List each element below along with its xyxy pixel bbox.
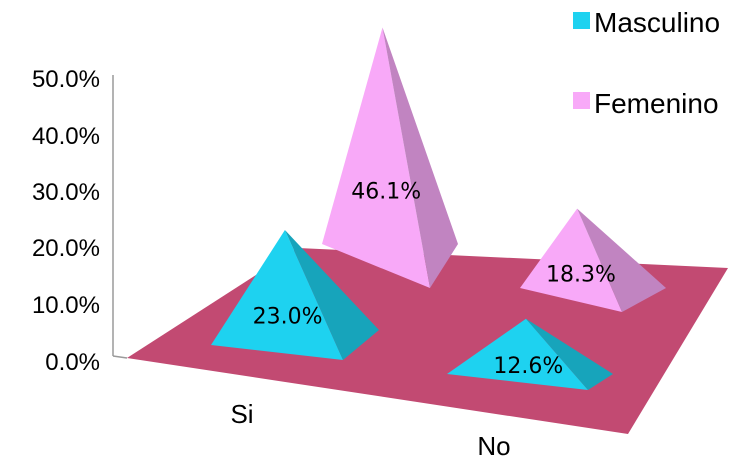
pyramid-face-front — [447, 318, 588, 390]
y-tick-label: 0.0% — [45, 349, 100, 376]
pyramid-face-front — [211, 230, 343, 360]
x-category-label: Si — [230, 399, 253, 429]
legend-swatch-femenino — [573, 92, 590, 109]
data-label: 23.0% — [253, 305, 323, 330]
pyramid-layer: 46.1% 18.3% 23.0% 12.6% — [211, 27, 666, 390]
pyramid-femenino-no: 18.3% — [520, 208, 666, 312]
data-label: 18.3% — [546, 263, 616, 288]
pyramid-masculino-si: 23.0% — [211, 230, 379, 360]
pyramid-face-front — [520, 208, 622, 312]
y-tick-label: 50.0% — [32, 66, 100, 93]
legend-label-masculino: Masculino — [594, 7, 720, 38]
pyramid-face-side — [577, 208, 666, 312]
y-axis-base-line — [112, 355, 128, 359]
y-tick-label: 10.0% — [32, 292, 100, 319]
pyramid-face-front — [322, 27, 430, 288]
data-label: 12.6% — [493, 354, 563, 379]
x-category-label: No — [477, 431, 510, 460]
pyramid-femenino-si: 46.1% — [322, 27, 458, 288]
pyramid-face-side — [525, 318, 613, 390]
pyramid-face-side — [382, 27, 458, 288]
pyramid-masculino-no: 12.6% — [447, 318, 613, 390]
data-label: 46.1% — [351, 180, 421, 205]
y-tick-label: 20.0% — [32, 235, 100, 262]
legend-label-femenino: Femenino — [594, 88, 719, 119]
legend-swatch-masculino — [573, 12, 590, 29]
y-tick-label: 30.0% — [32, 179, 100, 206]
pyramid-face-side — [284, 230, 379, 360]
y-tick-label: 40.0% — [32, 123, 100, 150]
